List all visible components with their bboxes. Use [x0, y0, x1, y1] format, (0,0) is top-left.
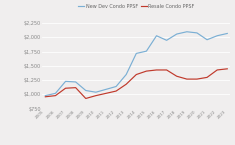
Resale Condo PPSF: [216, 69, 219, 71]
Resale Condo PPSF: [135, 74, 138, 75]
Resale Condo PPSF: [206, 77, 208, 78]
Resale Condo PPSF: [165, 69, 168, 71]
New Dev Condo PPSF: [165, 39, 168, 41]
New Dev Condo PPSF: [74, 81, 77, 83]
Line: Resale Condo PPSF: Resale Condo PPSF: [45, 69, 227, 98]
Resale Condo PPSF: [175, 75, 178, 77]
New Dev Condo PPSF: [105, 88, 107, 90]
New Dev Condo PPSF: [206, 39, 208, 41]
New Dev Condo PPSF: [175, 33, 178, 35]
New Dev Condo PPSF: [145, 50, 148, 52]
Resale Condo PPSF: [125, 83, 128, 85]
Resale Condo PPSF: [185, 78, 188, 80]
Resale Condo PPSF: [196, 78, 198, 80]
Resale Condo PPSF: [226, 68, 229, 70]
Resale Condo PPSF: [74, 87, 77, 88]
New Dev Condo PPSF: [216, 35, 219, 37]
Resale Condo PPSF: [84, 98, 87, 99]
Resale Condo PPSF: [145, 70, 148, 72]
Resale Condo PPSF: [115, 90, 118, 92]
New Dev Condo PPSF: [226, 33, 229, 34]
New Dev Condo PPSF: [185, 31, 188, 33]
Resale Condo PPSF: [94, 95, 97, 97]
Line: New Dev Condo PPSF: New Dev Condo PPSF: [45, 32, 227, 96]
Resale Condo PPSF: [64, 87, 67, 89]
Resale Condo PPSF: [54, 95, 57, 97]
New Dev Condo PPSF: [54, 93, 57, 94]
New Dev Condo PPSF: [44, 95, 47, 97]
New Dev Condo PPSF: [94, 91, 97, 93]
New Dev Condo PPSF: [155, 35, 158, 37]
New Dev Condo PPSF: [125, 74, 128, 75]
New Dev Condo PPSF: [115, 86, 118, 87]
Resale Condo PPSF: [155, 69, 158, 71]
New Dev Condo PPSF: [64, 80, 67, 82]
Resale Condo PPSF: [44, 96, 47, 98]
New Dev Condo PPSF: [196, 32, 198, 34]
New Dev Condo PPSF: [84, 90, 87, 91]
New Dev Condo PPSF: [135, 52, 138, 54]
Resale Condo PPSF: [105, 93, 107, 94]
Legend: New Dev Condo PPSF, Resale Condo PPSF: New Dev Condo PPSF, Resale Condo PPSF: [76, 2, 196, 11]
